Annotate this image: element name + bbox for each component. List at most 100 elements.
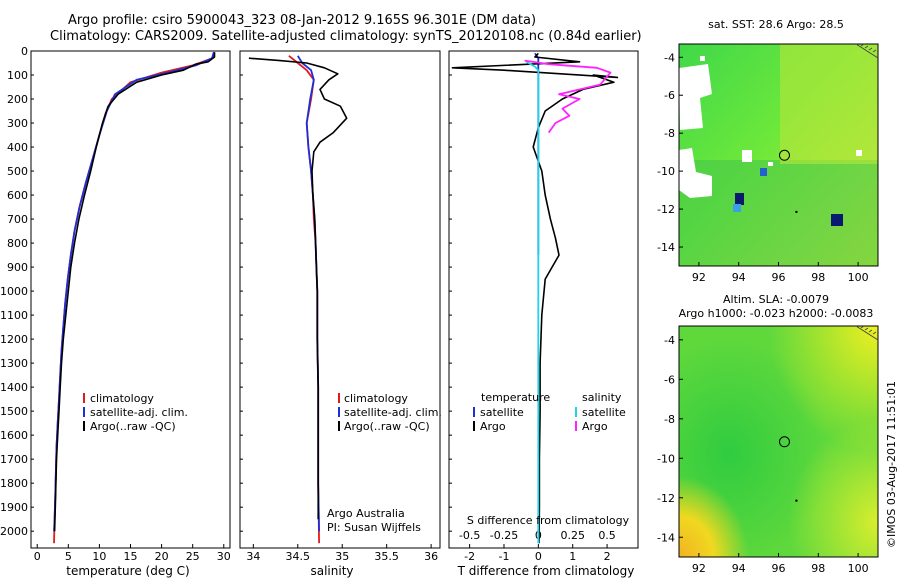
depth-tick-label: 1600	[0, 429, 28, 442]
salinity-xtick-label: 35.5	[374, 550, 399, 563]
difference-legend-salinity-title: salinity	[582, 391, 622, 404]
sla-map-ytick-label: -6	[664, 373, 675, 386]
depth-tick-label: 1300	[0, 357, 28, 370]
depth-tick-label: 1000	[0, 285, 28, 298]
difference-xtick-label: 1	[569, 550, 576, 563]
depth-tick-label: 100	[7, 69, 28, 82]
sst-map-title: sat. SST: 28.6 Argo: 28.5	[708, 18, 844, 31]
salinity-legend: climatology satellite-adj. clim. Argo(..…	[327, 392, 442, 534]
depth-tick-label: 800	[7, 237, 28, 250]
depth-tick-label: 0	[21, 45, 28, 58]
sla-map-xtick-label: 98	[811, 562, 825, 575]
title-line-2: Climatology: CARS2009. Satellite-adjuste…	[50, 29, 642, 44]
temperature-plot-frame	[30, 50, 231, 549]
temperature-xtick-label: 10	[92, 550, 106, 563]
temperature-xtick-label: 25	[186, 550, 200, 563]
temperature-legend-satellite: satellite-adj. clim.	[90, 406, 188, 419]
salinity-xtick-label: 35	[335, 550, 349, 563]
difference-legend: temperature salinity satellite Argo sate…	[480, 391, 626, 433]
sla-map-ytick-label: -8	[664, 413, 675, 426]
salinity-diff-tick-label: 0.5	[598, 529, 616, 542]
depth-tick-label: 1700	[0, 453, 28, 466]
depth-tick-label: 200	[7, 93, 28, 106]
sla-map-ytick-label: -4	[664, 334, 675, 347]
sla-map-xtick-label: 94	[732, 562, 746, 575]
sst-map-ytick-label: -8	[664, 127, 675, 140]
salinity-xtick-label: 34.5	[286, 550, 311, 563]
sla-map-ytick-label: -10	[657, 452, 675, 465]
sst-map-xtick-label: 96	[772, 271, 786, 284]
temperature-legend-argo: Argo(..raw -QC)	[90, 420, 176, 433]
sla-map-small-marker	[795, 499, 798, 502]
temperature-xtick-label: 15	[124, 550, 138, 563]
sst-map-image	[679, 44, 878, 266]
difference-xtick-label: -2	[464, 550, 475, 563]
sst-map-small-marker	[795, 210, 798, 214]
temperature-xtick-label: 0	[34, 550, 41, 563]
sla-map-title-line1: Altim. SLA: -0.0079	[723, 293, 829, 306]
salinity-legend-climatology: climatology	[344, 392, 408, 405]
sst-map-ytick-label: -10	[657, 165, 675, 178]
sla-map-ytick-label: -14	[657, 531, 675, 544]
side-credit: ©IMOS 03-Aug-2017 11:51:01	[885, 381, 898, 548]
temperature-series-climatology	[53, 51, 216, 544]
depth-tick-label: 1400	[0, 381, 28, 394]
sst-map-ytick-label: -4	[664, 51, 675, 64]
sst-map-ytick-label: -14	[657, 241, 675, 254]
difference-legend-sal-satellite: satellite	[582, 406, 626, 419]
sla-map-title-line2: Argo h1000: -0.023 h2000: -0.0083	[679, 307, 874, 320]
salinity-xlabel: salinity	[310, 564, 353, 578]
salinity-xtick-label: 34	[246, 550, 260, 563]
sla-map-coastline-hatch	[860, 325, 877, 335]
sla-map-xtick-label: 100	[848, 562, 869, 575]
depth-tick-label: 900	[7, 261, 28, 274]
sla-map-xtick-label: 92	[692, 562, 706, 575]
sst-map-argo-position-marker	[778, 149, 790, 161]
difference-series-temperature-argo	[451, 52, 619, 544]
depth-tick-label: 1100	[0, 309, 28, 322]
difference-legend-temp-argo: Argo	[480, 420, 506, 433]
sla-map-argo-position-marker	[778, 436, 790, 448]
temperature-xlabel: temperature (deg C)	[66, 564, 189, 578]
temperature-xtick-label: 5	[65, 550, 72, 563]
salinity-diff-tick-label: -0.25	[490, 529, 518, 542]
temperature-xtick-label: 20	[155, 550, 169, 563]
difference-xtick-label: 0	[535, 550, 542, 563]
difference-xlabel: T difference from climatology	[457, 564, 635, 578]
salinity-legend-argo: Argo(..raw -QC)	[344, 420, 430, 433]
sla-map-coastline	[855, 325, 879, 341]
salinity-series-satellite-adj-clim-	[297, 55, 320, 532]
temperature-series-satellite-adj-clim-	[53, 51, 215, 532]
depth-tick-label: 400	[7, 141, 28, 154]
depth-tick-label: 300	[7, 117, 28, 130]
sla-map-xtick-label: 96	[772, 562, 786, 575]
difference-plot-frame	[448, 50, 639, 549]
salinity-series-climatology	[288, 55, 320, 544]
sst-map-ytick-label: -12	[657, 203, 675, 216]
difference-xtick-label: 2	[604, 550, 611, 563]
sst-map-coastline-hatch	[860, 43, 877, 53]
depth-tick-label: 1500	[0, 405, 28, 418]
salinity-series-argo-raw-qc-	[248, 57, 348, 520]
salinity-annotation-line1: Argo Australia	[327, 507, 405, 520]
salinity-xtick-label: 36	[424, 550, 438, 563]
salinity-annotation-line2: PI: Susan Wijffels	[327, 521, 421, 534]
sla-map-ytick-label: -12	[657, 492, 675, 505]
temperature-series-argo-raw-qc-	[53, 52, 216, 532]
sst-map-xtick-label: 94	[732, 271, 746, 284]
difference-series-salinity-satellite	[525, 61, 540, 544]
sst-map-coastline	[855, 43, 879, 59]
sla-map-image	[679, 326, 878, 557]
depth-tick-label: 2000	[0, 525, 28, 538]
temperature-legend-climatology: climatology	[90, 392, 154, 405]
difference-series-salinity-argo	[524, 59, 612, 134]
difference-xtick-label: -1	[498, 550, 509, 563]
salinity-legend-satellite: satellite-adj. clim.	[344, 406, 442, 419]
depth-tick-label: 500	[7, 165, 28, 178]
difference-legend-temperature-title: temperature	[481, 391, 550, 404]
salinity-diff-tick-label: -0.5	[459, 529, 480, 542]
depth-tick-label: 1900	[0, 501, 28, 514]
salinity-diff-tick-label: 0.25	[560, 529, 585, 542]
difference-legend-temp-satellite: satellite	[480, 406, 524, 419]
difference-secondary-xlabel: S difference from climatology	[467, 514, 630, 527]
